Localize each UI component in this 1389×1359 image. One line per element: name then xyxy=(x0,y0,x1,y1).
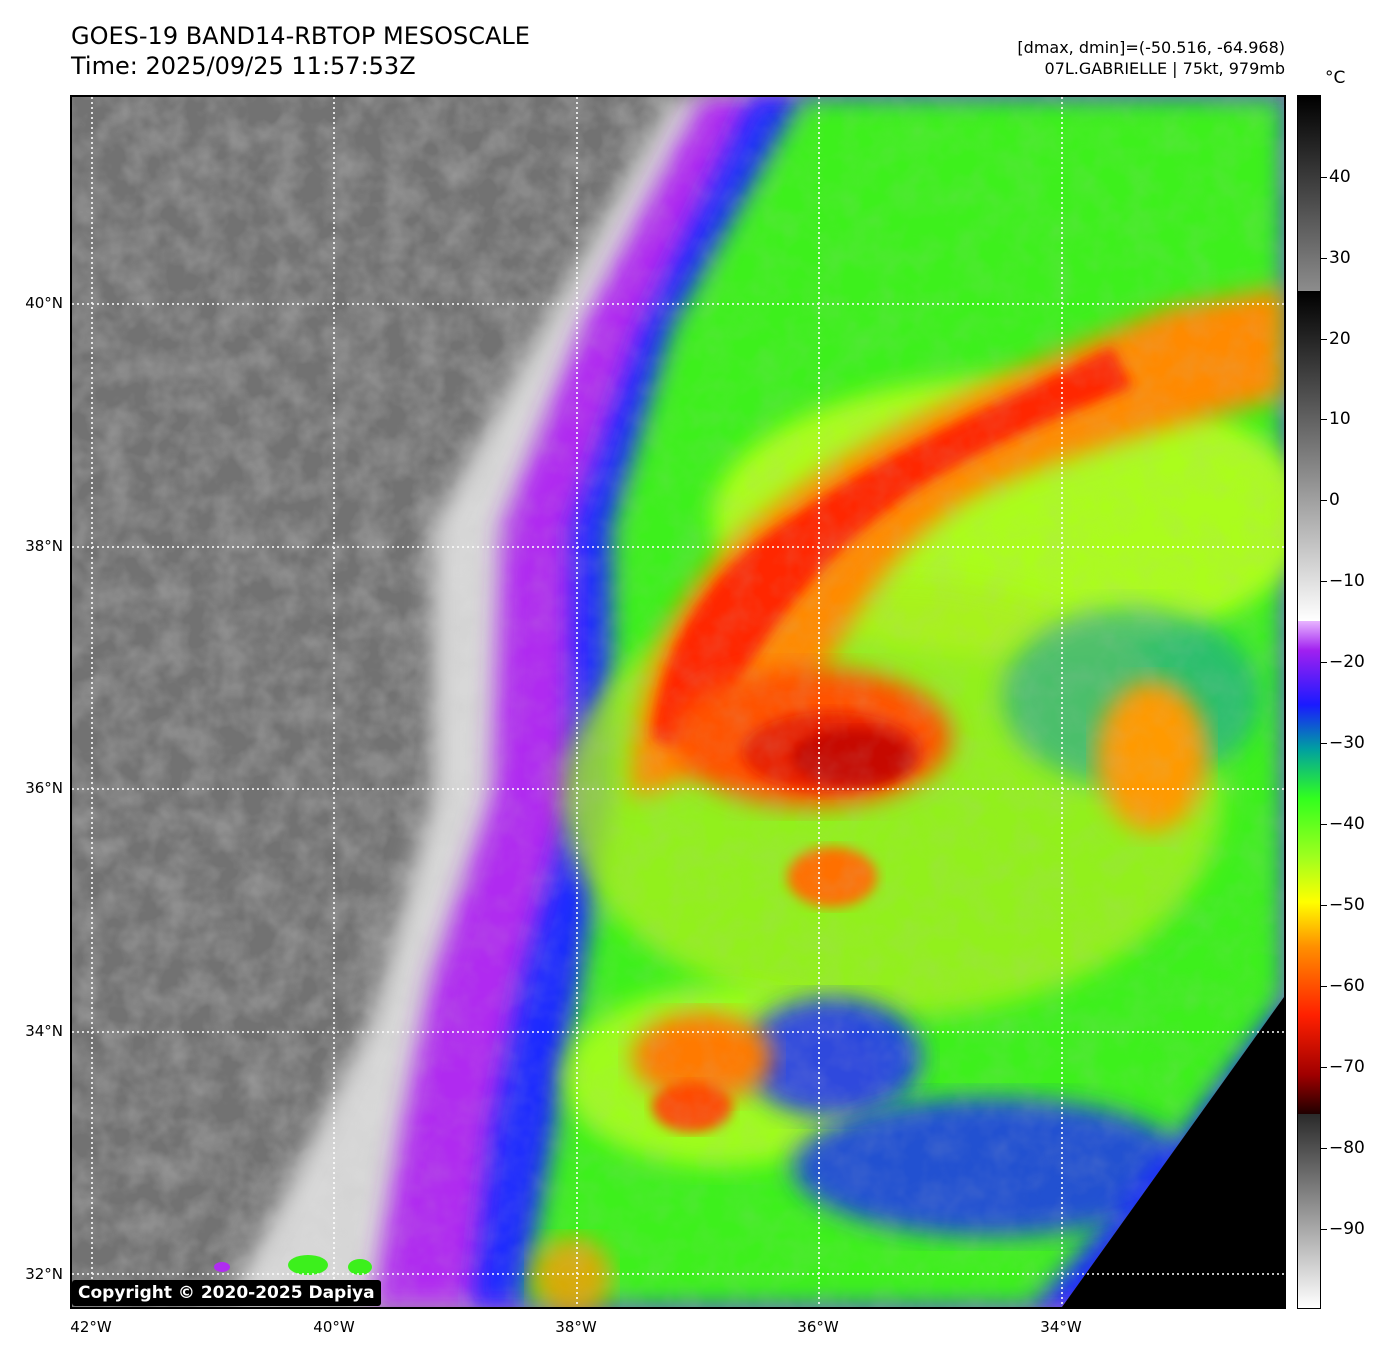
colorbar-label-minus40: −40 xyxy=(1329,814,1365,834)
colorbar-label-minus20: −20 xyxy=(1329,652,1365,672)
colorbar-label-minus30: −30 xyxy=(1329,733,1365,753)
colorbar-label-30: 30 xyxy=(1329,248,1351,268)
colorbar-tick xyxy=(1321,581,1327,582)
timestamp: Time: 2025/09/25 11:57:53Z xyxy=(71,52,416,80)
lat-label-40n: 40°N xyxy=(25,294,63,312)
colorbar-label-minus90: −90 xyxy=(1329,1219,1365,1239)
colorbar-tick xyxy=(1321,743,1327,744)
colorbar-label-minus60: −60 xyxy=(1329,976,1365,996)
colorbar-label-20: 20 xyxy=(1329,329,1351,349)
page-title: GOES-19 BAND14-RBTOP MESOSCALE xyxy=(71,22,530,50)
lat-label-32n: 32°N xyxy=(25,1265,63,1283)
lat-label-36n: 36°N xyxy=(25,779,63,797)
colorbar-tick xyxy=(1321,258,1327,259)
colorbar-label-minus70: −70 xyxy=(1329,1057,1365,1077)
lon-label-34w: 34°W xyxy=(1040,1318,1082,1336)
colorbar-gradient xyxy=(1298,96,1320,1308)
colorbar-tick xyxy=(1321,662,1327,663)
colorbar-tick xyxy=(1321,824,1327,825)
colorbar-tick xyxy=(1321,986,1327,987)
colorbar-tick xyxy=(1321,1067,1327,1068)
colorbar-label-40: 40 xyxy=(1329,167,1351,187)
colorbar xyxy=(1297,95,1321,1309)
colorbar-tick xyxy=(1321,419,1327,420)
lon-label-36w: 36°W xyxy=(797,1318,839,1336)
dmax-dmin-readout: [dmax, dmin]=(-50.516, -64.968) xyxy=(1017,38,1285,57)
satellite-map xyxy=(70,95,1286,1309)
gridlines xyxy=(72,97,1284,1307)
colorbar-tick xyxy=(1321,1148,1327,1149)
colorbar-tick xyxy=(1321,177,1327,178)
colorbar-label-minus50: −50 xyxy=(1329,895,1365,915)
colorbar-unit: °C xyxy=(1325,68,1346,88)
copyright-badge: Copyright © 2020-2025 Dapiya xyxy=(72,1280,381,1306)
colorbar-tick xyxy=(1321,905,1327,906)
satellite-imagery xyxy=(72,97,1284,1307)
lon-label-42w: 42°W xyxy=(70,1318,112,1336)
colorbar-label-0: 0 xyxy=(1329,490,1340,510)
lat-label-34n: 34°N xyxy=(25,1022,63,1040)
lon-label-38w: 38°W xyxy=(555,1318,597,1336)
colorbar-label-minus10: −10 xyxy=(1329,571,1365,591)
colorbar-tick xyxy=(1321,339,1327,340)
lon-label-40w: 40°W xyxy=(313,1318,355,1336)
colorbar-tick xyxy=(1321,500,1327,501)
colorbar-tick xyxy=(1321,1229,1327,1230)
colorbar-label-minus80: −80 xyxy=(1329,1138,1365,1158)
colorbar-label-10: 10 xyxy=(1329,409,1351,429)
lat-label-38n: 38°N xyxy=(25,537,63,555)
storm-info: 07L.GABRIELLE | 75kt, 979mb xyxy=(1044,59,1285,78)
